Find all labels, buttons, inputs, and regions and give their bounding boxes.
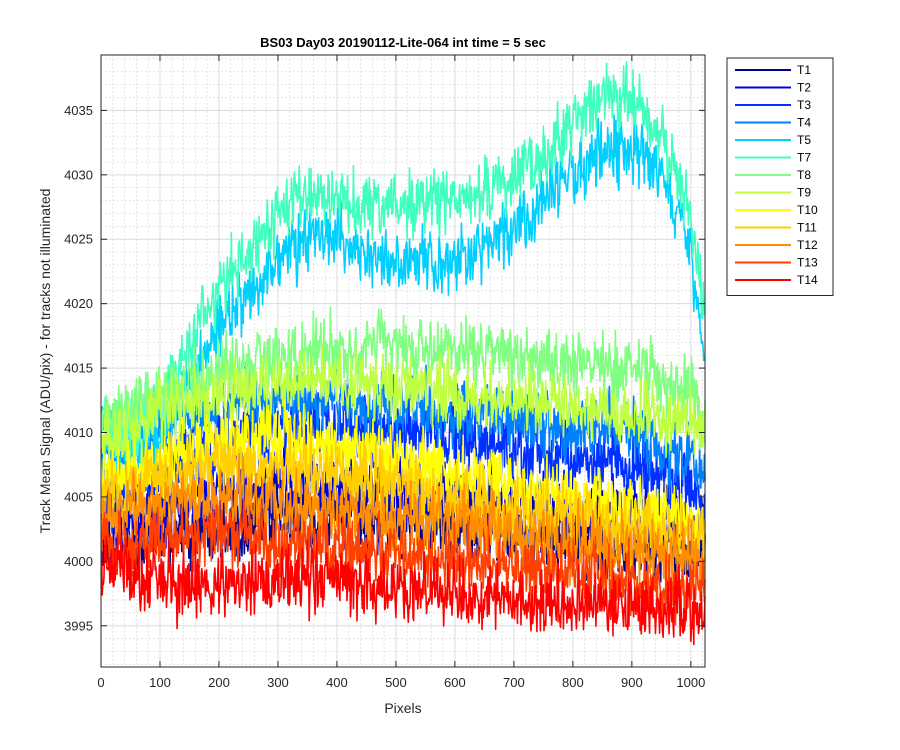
y-tick-label: 4010 — [64, 425, 93, 440]
y-tick-label: 4000 — [64, 554, 93, 569]
legend-label: T10 — [797, 203, 818, 217]
legend-label: T11 — [797, 221, 817, 235]
x-tick-label: 200 — [208, 675, 230, 690]
x-tick-label: 300 — [267, 675, 289, 690]
ticks: 0 100 200 300 400 500 600 700 800 900 1000 3995 4000… — [64, 55, 705, 690]
y-tick-label: 3995 — [64, 618, 93, 633]
x-axis-title: Pixels — [384, 700, 421, 716]
series-line-t8 — [100, 306, 706, 450]
legend-box — [726, 57, 834, 296]
x-tick-label: 800 — [562, 675, 584, 690]
series-layer — [100, 61, 706, 646]
legend-label: T1 — [797, 63, 811, 77]
y-tick-label: 4035 — [64, 103, 93, 118]
legend-label: T13 — [797, 256, 818, 270]
legend-label: T4 — [797, 116, 811, 130]
x-tick-label: 1000 — [676, 675, 705, 690]
x-tick-label: 400 — [326, 675, 348, 690]
legend-label: T8 — [797, 168, 811, 182]
legend-label: T9 — [797, 186, 811, 200]
axes-box — [100, 54, 706, 668]
y-tick-label: 4030 — [64, 167, 93, 182]
series-line-t7 — [100, 61, 706, 459]
y-tick-label: 4005 — [64, 489, 93, 504]
x-tick-label: 900 — [621, 675, 643, 690]
legend-label: T2 — [797, 81, 811, 95]
y-axis-title: Track Mean Signal (ADU/pix) - for tracks… — [37, 189, 53, 534]
series-line-t10 — [100, 398, 706, 569]
legend-label: T12 — [797, 238, 818, 252]
x-tick-label: 700 — [503, 675, 525, 690]
chart-title: BS03 Day03 20190112-Lite-064 int time = … — [260, 35, 546, 50]
legend: T1 T2 T3 T4 T5 T7 T8 T9 T10 T11 T12 T13 T14 — [726, 57, 834, 296]
x-tick-label: 500 — [385, 675, 407, 690]
series-line-t14 — [100, 535, 706, 646]
series-line-t12 — [100, 452, 706, 597]
legend-label: T5 — [797, 133, 811, 147]
series-line-t9 — [100, 342, 706, 478]
y-tick-label: 4015 — [64, 361, 93, 376]
y-tick-label: 4020 — [64, 296, 93, 311]
legend-label: T14 — [797, 273, 818, 287]
legend-label: T7 — [797, 151, 811, 165]
axes — [100, 54, 706, 668]
series-line-t13 — [100, 497, 706, 634]
x-tick-label: 600 — [444, 675, 466, 690]
legend-label: T3 — [797, 98, 811, 112]
y-tick-label: 4025 — [64, 232, 93, 247]
x-tick-label: 0 — [97, 675, 104, 690]
x-tick-label: 100 — [149, 675, 171, 690]
